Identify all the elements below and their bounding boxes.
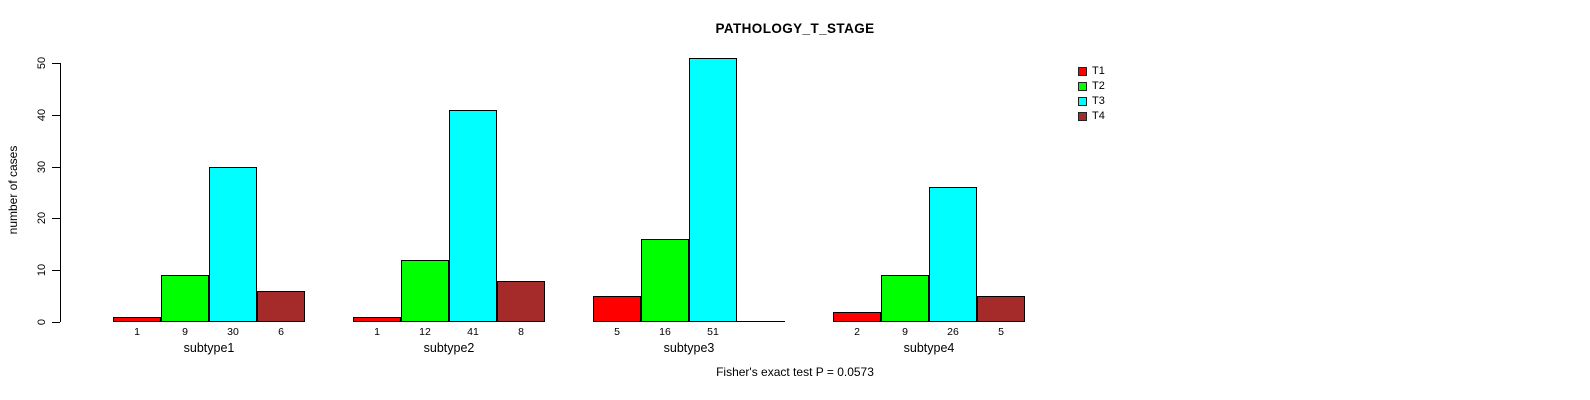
bar-T4-subtype4 (977, 296, 1025, 322)
legend-label: T4 (1092, 110, 1105, 122)
bar-value-label: 26 (947, 326, 959, 338)
bar-T3-subtype3 (689, 58, 737, 322)
bar-value-label: 8 (518, 326, 524, 338)
legend-label: T2 (1092, 80, 1105, 92)
bar-T2-subtype3 (641, 239, 689, 322)
bar-T1-subtype1 (113, 317, 161, 322)
bar-T1-subtype4 (833, 312, 881, 322)
bar-value-label: 9 (902, 326, 908, 338)
bar-value-label: 51 (707, 326, 719, 338)
legend-item-T4: T4 (1078, 111, 1105, 122)
legend-swatch-T1 (1078, 67, 1087, 76)
bar-T2-subtype2 (401, 260, 449, 322)
caption: Fisher's exact test P = 0.0573 (716, 365, 874, 379)
legend-item-T2: T2 (1078, 81, 1105, 92)
bar-value-label: 5 (614, 326, 620, 338)
y-tick-mark (52, 322, 60, 323)
bar-T2-subtype1 (161, 275, 209, 322)
bar-T2-subtype4 (881, 275, 929, 322)
y-tick-label: 50 (36, 56, 48, 70)
bar-value-label: 1 (134, 326, 140, 338)
y-tick-label: 40 (36, 108, 48, 122)
y-tick-label: 10 (36, 263, 48, 277)
x-category-label: subtype1 (183, 341, 235, 355)
legend-label: T3 (1092, 95, 1105, 107)
legend-swatch-T2 (1078, 82, 1087, 91)
bar-T4-subtype3 (737, 321, 785, 322)
y-axis-line (60, 63, 61, 322)
legend-swatch-T3 (1078, 97, 1087, 106)
legend-swatch-T4 (1078, 112, 1087, 121)
x-category-label: subtype3 (663, 341, 715, 355)
legend-item-T3: T3 (1078, 96, 1105, 107)
y-tick-mark (52, 63, 60, 64)
bar-value-label: 41 (467, 326, 479, 338)
bar-value-label: 12 (419, 326, 431, 338)
bar-value-label: 1 (374, 326, 380, 338)
legend-item-T1: T1 (1078, 66, 1105, 77)
y-tick-mark (52, 270, 60, 271)
y-tick-mark (52, 115, 60, 116)
bar-value-label: 30 (227, 326, 239, 338)
x-category-label: subtype4 (903, 341, 955, 355)
bar-value-label: 2 (854, 326, 860, 338)
bar-T1-subtype2 (353, 317, 401, 322)
y-tick-label: 0 (36, 318, 48, 326)
legend-label: T1 (1092, 65, 1105, 77)
bar-T3-subtype1 (209, 167, 257, 322)
bar-value-label: 16 (659, 326, 671, 338)
bar-T3-subtype2 (449, 110, 497, 322)
y-axis-label: number of cases (6, 145, 20, 235)
y-tick-label: 20 (36, 211, 48, 225)
bar-value-label: 9 (182, 326, 188, 338)
bar-T4-subtype1 (257, 291, 305, 322)
bar-T3-subtype4 (929, 187, 977, 322)
bar-T1-subtype3 (593, 296, 641, 322)
bar-T4-subtype2 (497, 281, 545, 322)
x-category-label: subtype2 (423, 341, 475, 355)
y-tick-label: 30 (36, 160, 48, 174)
chart-title: PATHOLOGY_T_STAGE (715, 21, 875, 36)
y-tick-mark (52, 218, 60, 219)
bar-value-label: 6 (278, 326, 284, 338)
y-tick-mark (52, 167, 60, 168)
bar-value-label: 5 (998, 326, 1004, 338)
